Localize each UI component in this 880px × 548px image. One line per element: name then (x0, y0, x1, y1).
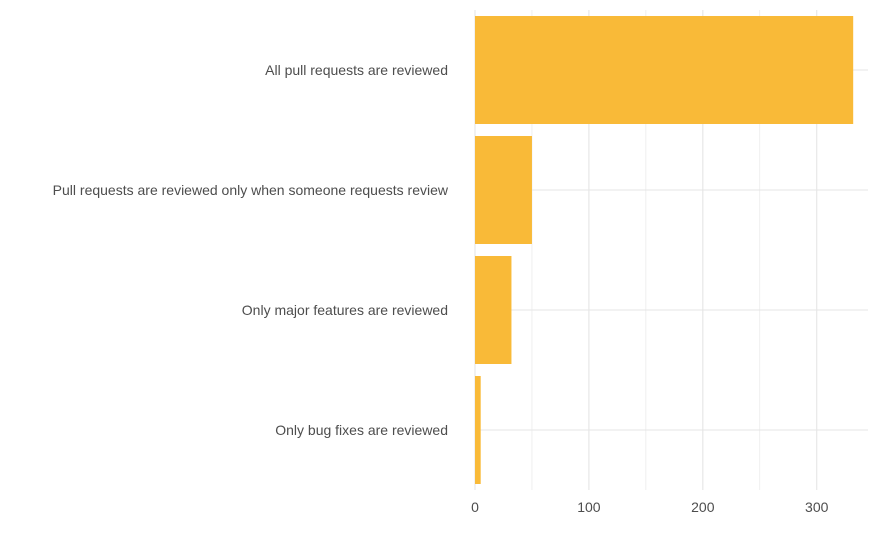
category-label: All pull requests are reviewed (265, 62, 448, 78)
category-label: Only major features are reviewed (242, 302, 448, 318)
category-labels: All pull requests are reviewed Pull reque… (53, 62, 449, 438)
category-label: Only bug fixes are reviewed (275, 422, 448, 438)
bar (475, 256, 512, 364)
bar (475, 376, 481, 484)
bars (475, 16, 854, 484)
bar (475, 136, 532, 244)
x-axis-tick-labels: 0 100 200 300 (471, 499, 829, 515)
bar (475, 16, 854, 124)
x-tick-label: 0 (471, 499, 479, 515)
category-label: Pull requests are reviewed only when som… (53, 182, 449, 198)
x-tick-label: 300 (805, 499, 829, 515)
x-tick-label: 100 (577, 499, 601, 515)
x-tick-label: 200 (691, 499, 715, 515)
